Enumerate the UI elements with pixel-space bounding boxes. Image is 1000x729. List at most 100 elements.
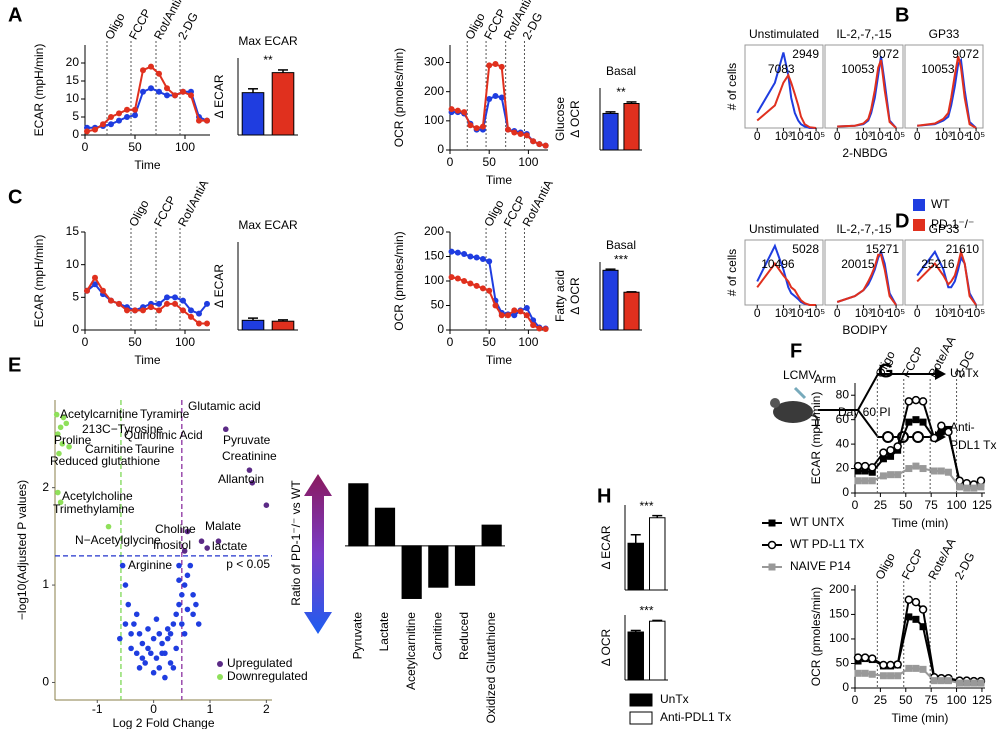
point [929,433,939,443]
x-tick-label: 0 [914,306,921,320]
mfi-label: 5028 [792,242,819,256]
point [868,654,877,663]
point [172,92,178,99]
histogram [917,57,977,129]
point [92,281,98,288]
point [542,326,549,333]
point [912,615,920,623]
point [887,672,895,680]
point-label: N−Acetylglycine [75,533,161,547]
flow-title: GP33 [929,222,960,236]
chart-title: Max ECAR [238,34,298,48]
x-tick-label: 50 [899,693,913,707]
point-label: Taurine [135,442,175,456]
y-tick-label: 0 [72,322,79,336]
series-line [857,615,981,684]
point [868,670,876,678]
point [860,653,870,662]
x-tick-label: 0 [852,693,859,707]
series-line [87,87,208,129]
point [108,114,114,120]
point [911,597,921,607]
point [937,467,945,475]
y-axis-label: Δ ECAR [599,525,613,569]
x-tick-label: 100 [175,335,195,349]
series-line [86,282,208,315]
point [124,307,130,314]
point [970,484,978,492]
point [454,275,461,282]
point [937,677,945,685]
point [854,669,862,677]
point [187,562,194,569]
point [156,665,163,671]
point [190,592,196,598]
series-line [451,276,546,330]
point [139,640,146,647]
point [179,592,185,598]
point [486,287,493,294]
panel-letter: E [8,354,21,376]
series-line [451,94,546,147]
histogram [836,253,897,306]
x-axis-label: Time [486,353,513,367]
point [164,300,170,307]
legend-marker [768,519,776,527]
bar [627,542,644,591]
point [963,679,971,687]
point [116,117,122,124]
point [511,312,518,319]
histogram [837,59,897,129]
point [536,141,543,148]
point [136,665,143,671]
point-label: lactate [212,539,248,553]
point [156,630,163,637]
point [196,310,202,317]
phase-label: Rot/AntiA [175,178,211,229]
point [84,128,90,135]
point [156,88,162,95]
point [188,92,194,99]
point [204,300,210,307]
point [108,121,114,128]
legend-swatch [629,711,653,725]
point [479,255,486,262]
point [467,280,474,287]
legend-marker [767,540,777,550]
point [511,307,518,314]
point [140,67,146,74]
point [156,70,162,77]
point [448,274,455,281]
x-tick-label: 10⁴ [870,129,889,143]
point [204,320,210,327]
point [105,523,112,530]
y-axis-label: ECAR (mpH/min) [32,44,46,137]
point [148,650,154,657]
y-tick-label: 150 [424,249,444,263]
point [473,282,480,289]
point [140,307,146,314]
legend-swatch [913,199,925,211]
y-tick-label: 100 [424,113,444,127]
histogram [916,248,977,306]
point [853,461,863,471]
x-tick-label: 50 [128,335,142,349]
panel-letter: B [895,4,909,26]
point-label: Choline [155,522,196,536]
point [912,462,920,470]
point [517,130,524,137]
phase-label: 2-DG [175,10,201,42]
y-axis-label: OCR (pmoles/min) [392,231,406,330]
legend-label: WT UNTX [790,515,844,529]
point [159,650,165,657]
point [473,125,480,132]
mfi-label: 21610 [946,242,980,256]
point [492,60,499,67]
point [215,538,222,545]
point [530,322,537,329]
point [956,679,964,687]
point-label: 213C−Tyrosine [82,422,163,436]
point [930,467,938,475]
point [159,640,165,647]
x-tick-label: 10⁴ [790,306,809,320]
